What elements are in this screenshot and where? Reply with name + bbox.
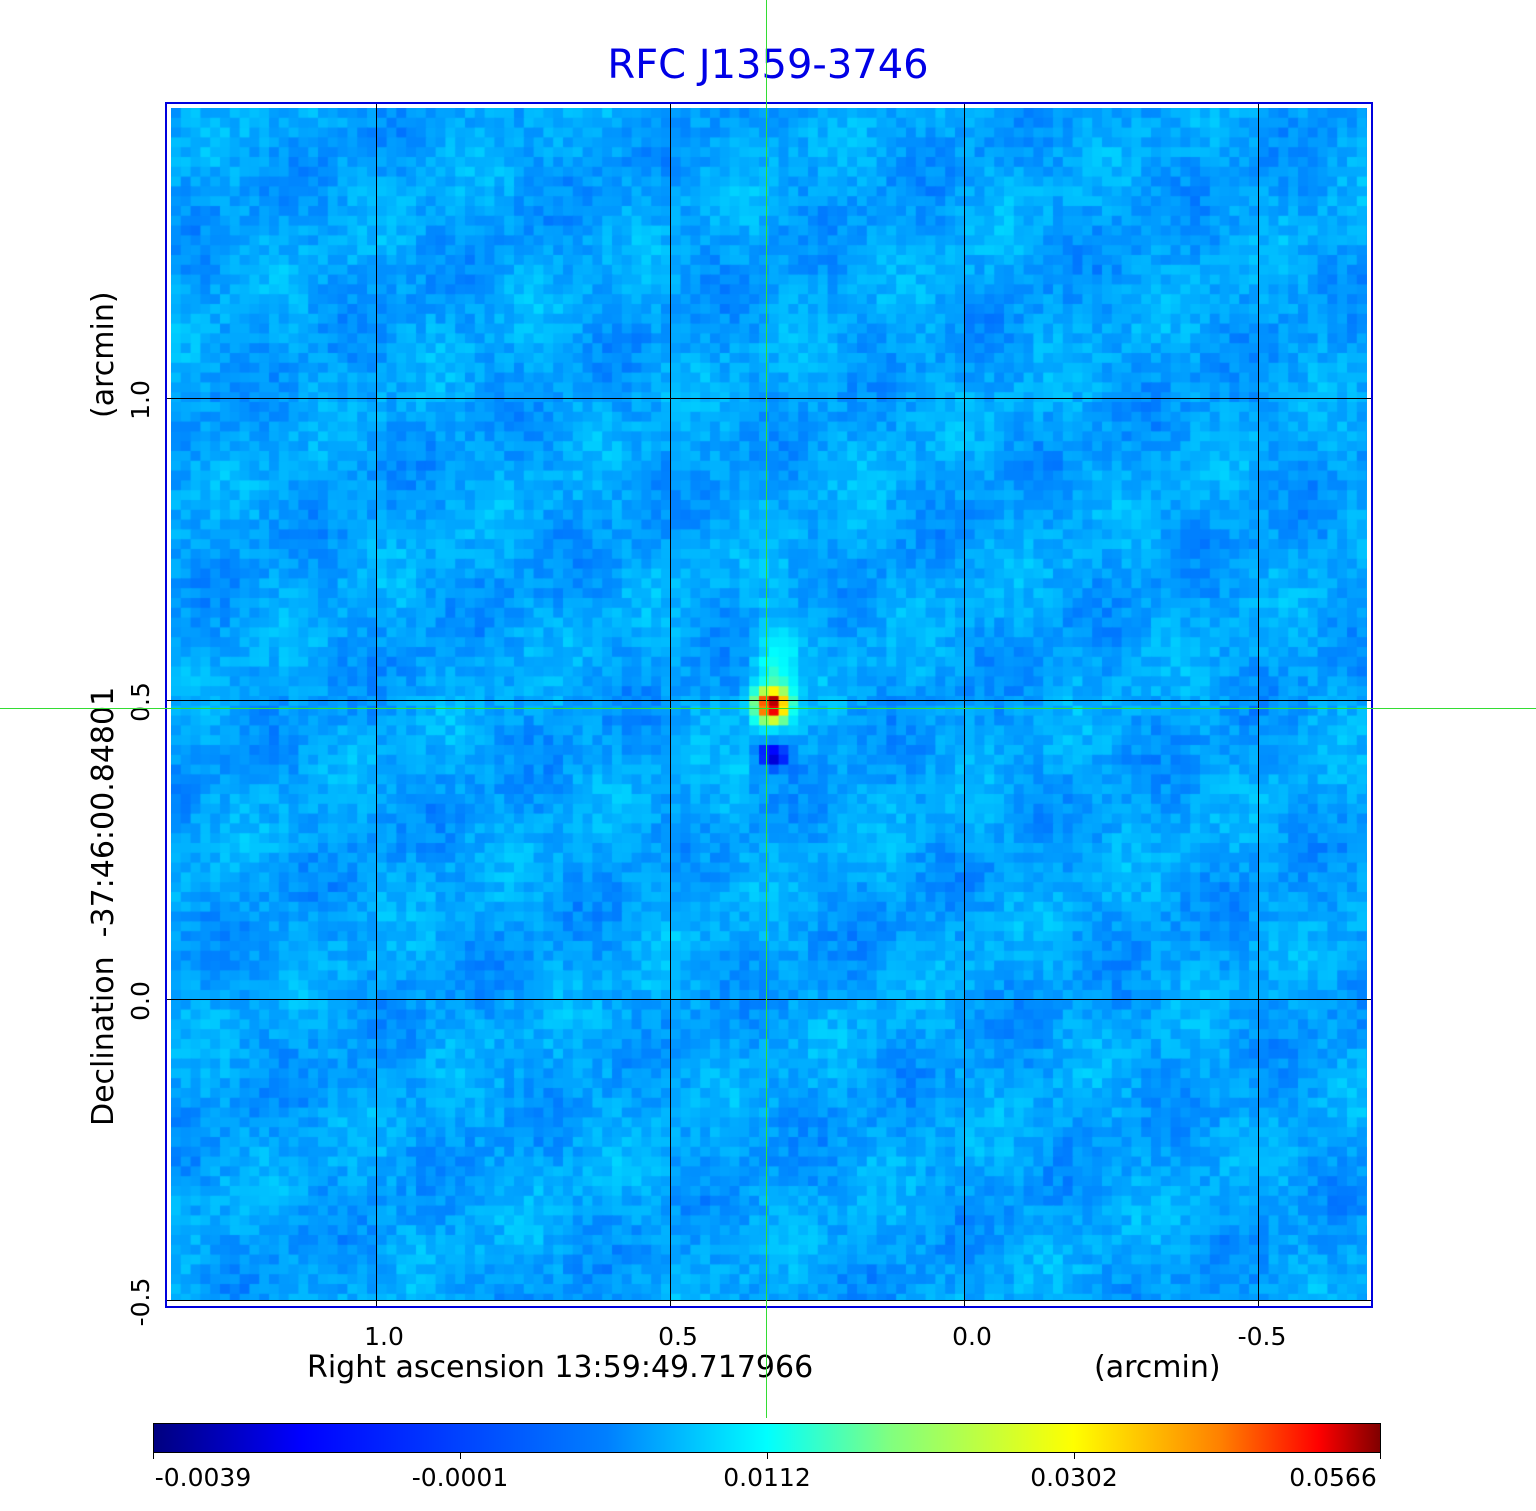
colorbar-tick — [460, 1453, 461, 1459]
y-tick-label: 0.0 — [126, 981, 155, 1021]
y-axis-unit: (arcmin) — [86, 291, 121, 418]
grid-line-y — [165, 1300, 1373, 1301]
grid-line-y — [165, 398, 1373, 399]
y-tick-label: 0.5 — [126, 682, 155, 722]
colorbar — [153, 1423, 1381, 1453]
x-tick-label: 0.0 — [952, 1322, 992, 1351]
grid-line-y — [165, 999, 1373, 1000]
x-axis-unit: (arcmin) — [1094, 1350, 1221, 1385]
chart-title: RFC J1359-3746 — [607, 42, 929, 88]
colorbar-tick-label: 0.0302 — [1030, 1463, 1118, 1492]
image-plot-area[interactable] — [165, 102, 1373, 1308]
grid-line-x — [1258, 102, 1259, 1308]
colorbar-tick-label: -0.0039 — [154, 1463, 252, 1492]
crosshair-horizontal — [0, 708, 1536, 709]
grid-line-x — [376, 102, 377, 1308]
grid-line-x — [670, 102, 671, 1308]
colorbar-tick — [153, 1453, 154, 1459]
x-tick-label: 0.5 — [658, 1322, 698, 1351]
grid-line-x — [964, 102, 965, 1308]
colorbar-tick — [1074, 1453, 1075, 1459]
x-tick-label: 1.0 — [364, 1322, 404, 1351]
colorbar-tick-label: 0.0566 — [1289, 1463, 1377, 1492]
crosshair-vertical — [766, 0, 767, 1418]
colorbar-tick — [767, 1453, 768, 1459]
intensity-heatmap — [171, 108, 1367, 1300]
y-tick-label: 1.0 — [126, 380, 155, 420]
colorbar-tick-label: 0.0112 — [723, 1463, 811, 1492]
colorbar-tick — [1380, 1453, 1381, 1459]
grid-line-y — [165, 700, 1373, 701]
x-axis-label: Right ascension 13:59:49.717966 — [307, 1350, 814, 1385]
x-tick-label: -0.5 — [1237, 1322, 1287, 1351]
colorbar-tick-label: -0.0001 — [411, 1463, 509, 1492]
plot-frame — [165, 102, 1373, 1308]
y-tick-label: -0.5 — [126, 1277, 155, 1327]
y-axis-label: Declination -37:46:00.84801 — [86, 686, 121, 1126]
